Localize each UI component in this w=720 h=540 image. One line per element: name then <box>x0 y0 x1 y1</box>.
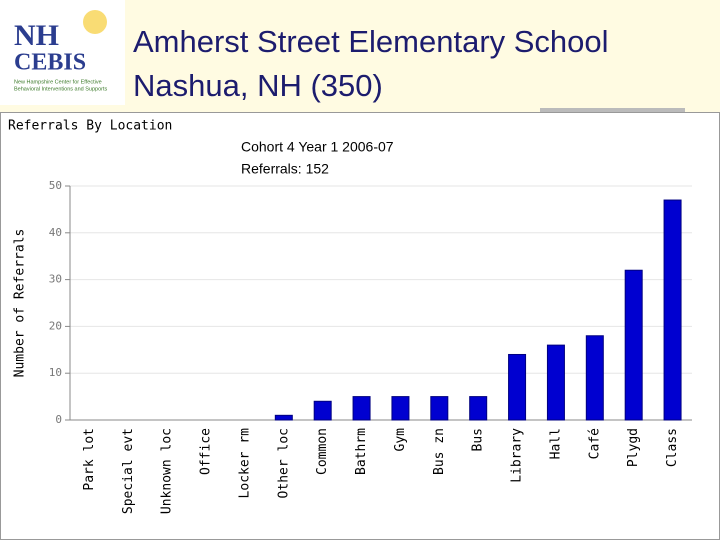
annotation: Cohort 4 Year 1 2006-07 <box>241 139 394 155</box>
x-tick-label: Locker rm <box>237 428 252 499</box>
bar <box>546 344 565 421</box>
y-tick-label: 10 <box>49 366 62 379</box>
x-tick-label: Other loc <box>276 428 291 498</box>
y-tick-label: 40 <box>49 226 62 239</box>
decor-bar <box>540 108 685 112</box>
bar <box>352 396 371 421</box>
x-tick-label: Bus <box>471 428 486 451</box>
x-tick-label: Café <box>587 428 602 459</box>
logo-name: NH <box>14 19 59 52</box>
bar <box>508 353 527 421</box>
x-tick-label: Park lot <box>82 428 97 491</box>
x-tick-label: Library <box>510 428 525 483</box>
plot: 0 10 20 30 40 50 Park lot Special evt Unknown lo… <box>49 179 692 514</box>
y-axis-label: Number of Referrals <box>13 229 28 378</box>
y-tick-label: 50 <box>49 179 62 192</box>
x-tick-label: Gym <box>393 428 408 452</box>
annotation: Referrals: 152 <box>241 161 329 177</box>
x-tick-label: Plygd <box>626 428 641 467</box>
chart-title: Referrals By Location <box>8 119 172 134</box>
x-tick-label: Bus zn <box>432 428 447 475</box>
y-tick-label: 0 <box>55 413 62 426</box>
bar <box>624 269 643 421</box>
logo-name: CEBIS <box>14 50 86 76</box>
x-tick-label: Special evt <box>121 428 136 514</box>
x-tick-label: Office <box>199 428 214 475</box>
x-tick-label: Unknown loc <box>160 428 175 514</box>
bar <box>585 335 604 421</box>
x-tick-label: Hall <box>548 428 563 459</box>
logo-sun <box>83 10 107 34</box>
logo-tagline: Behavioral Interventions and Supports <box>14 86 108 92</box>
y-tick-label: 20 <box>49 319 62 332</box>
slide-title: Nashua, NH (350) <box>133 68 383 103</box>
bar <box>663 199 682 421</box>
bar <box>274 414 293 421</box>
logo-tagline: New Hampshire Center for Effective <box>14 79 102 85</box>
bar <box>391 396 410 421</box>
x-tick-label: Class <box>665 428 680 467</box>
bar <box>313 400 332 421</box>
y-tick-label: 30 <box>49 273 62 286</box>
slide-title: Amherst Street Elementary School <box>133 24 609 59</box>
x-tick-label: Bathrm <box>354 428 369 475</box>
bar <box>430 396 449 421</box>
bar <box>469 396 488 421</box>
x-tick-label: Common <box>315 428 330 475</box>
